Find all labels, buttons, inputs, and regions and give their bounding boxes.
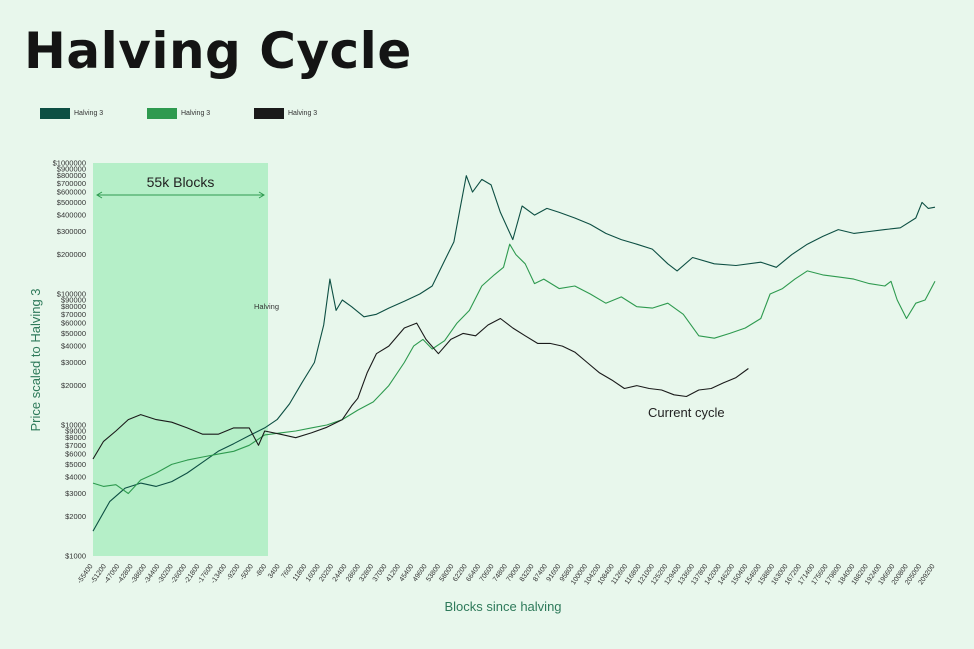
y-tick-label: $1000000 — [53, 159, 86, 168]
y-tick-label: $9000 — [65, 426, 86, 435]
legend-swatch — [40, 107, 70, 119]
y-tick-label: $60000 — [61, 319, 86, 328]
y-tick-label: $40000 — [61, 342, 86, 351]
shaded-region-label: 55k Blocks — [147, 174, 215, 190]
page-title: Halving Cycle — [24, 22, 412, 80]
legend-swatch — [147, 107, 177, 119]
y-tick-label: $7000 — [65, 441, 86, 450]
shaded-region — [93, 163, 268, 556]
x-tick-label: 3400 — [267, 563, 282, 580]
x-tick-label: -5000 — [239, 563, 255, 582]
series-line-0 — [92, 175, 936, 532]
series-line-1 — [92, 243, 936, 495]
y-tick-label: $3000 — [65, 489, 86, 498]
y-tick-label: $200000 — [57, 250, 86, 259]
y-tick-label: $50000 — [61, 329, 86, 338]
y-axis-ticks: $1000$2000$3000$4000$5000$6000$7000$8000… — [53, 159, 86, 561]
y-tick-label: $600000 — [57, 188, 86, 197]
legend: Halving 3 Halving 3 Halving 3 — [40, 106, 360, 120]
y-tick-label: $4000 — [65, 473, 86, 482]
legend-label: Halving 3 — [181, 109, 211, 117]
legend-swatch — [254, 107, 284, 119]
y-tick-label: $8000 — [65, 433, 86, 442]
current-cycle-label: Current cycle — [648, 405, 725, 420]
y-tick-label: $2000 — [65, 512, 86, 521]
y-tick-label: $90000 — [61, 295, 86, 304]
series-lines — [92, 175, 936, 532]
y-tick-label: $6000 — [65, 450, 86, 459]
y-tick-label: $400000 — [57, 211, 86, 220]
y-tick-label: $20000 — [61, 381, 86, 390]
x-axis-label: Blocks since halving — [444, 599, 561, 614]
series-line-2 — [92, 317, 749, 460]
halving-label: Halving — [254, 302, 279, 311]
x-axis-ticks: -55400-51200-47000-42800-38600-34400-302… — [76, 563, 936, 586]
y-tick-label: $300000 — [57, 227, 86, 236]
y-tick-label: $1000 — [65, 552, 86, 561]
y-tick-label: $30000 — [61, 358, 86, 367]
y-axis-label: Price scaled to Halving 3 — [28, 288, 43, 431]
y-tick-label: $700000 — [57, 179, 86, 188]
legend-item: Halving 3 — [40, 106, 103, 120]
y-tick-label: $10000 — [61, 421, 86, 430]
legend-label: Halving 3 — [74, 109, 104, 117]
legend-label: Halving 3 — [288, 109, 318, 117]
y-tick-label: $100000 — [57, 290, 86, 299]
legend-item: Halving 3 — [147, 106, 210, 120]
blocks-arrow — [96, 191, 265, 199]
y-tick-label: $80000 — [61, 302, 86, 311]
y-tick-label: $900000 — [57, 164, 86, 173]
y-tick-label: $70000 — [61, 310, 86, 319]
y-tick-label: $500000 — [57, 198, 86, 207]
y-tick-label: $800000 — [57, 171, 86, 180]
y-tick-label: $5000 — [65, 460, 86, 469]
legend-item: Halving 3 — [254, 106, 317, 120]
